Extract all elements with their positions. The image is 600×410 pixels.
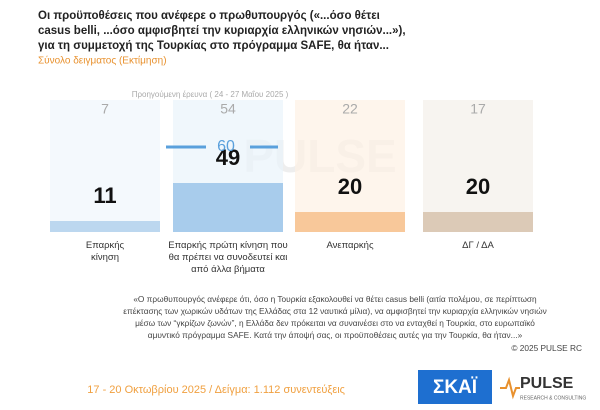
category-label: ΔΓ / ΔΑ bbox=[462, 240, 494, 251]
title-line: για τη συμμετοχή της Τουρκίας στο πρόγρα… bbox=[38, 40, 389, 52]
subtitle: Σύνολο δειγματος (Εκτίμηση) bbox=[38, 55, 167, 67]
note-line: επέκτασης των χωρικών υδάτων της Ελλάδας… bbox=[123, 306, 546, 316]
logo: ΣΚΑΪ bbox=[433, 377, 478, 398]
bar bbox=[50, 221, 160, 232]
value-label: 49 bbox=[216, 145, 240, 170]
bar bbox=[173, 183, 283, 232]
previous-value: 7 bbox=[101, 101, 109, 117]
column-bg bbox=[295, 100, 405, 232]
column-bg bbox=[50, 100, 160, 232]
value-label: 20 bbox=[466, 174, 490, 199]
title-line: casus belli, ...όσο αμφισβητεί την κυρια… bbox=[38, 25, 406, 37]
copyright: © 2025 PULSE RC bbox=[511, 343, 582, 353]
previous-value: 17 bbox=[470, 101, 486, 117]
previous-label: Προηγούμενη έρευνα ( 24 - 27 Μαΐου 2025 … bbox=[132, 90, 289, 99]
logo-box bbox=[418, 370, 492, 404]
category-label: Επαρκής πρώτη κίνηση που θα πρέπει να συ… bbox=[168, 240, 288, 275]
value-label: 11 bbox=[93, 183, 116, 208]
category-label: Επαρκής κίνηση bbox=[85, 240, 125, 263]
marker-label: 60 bbox=[217, 138, 235, 155]
previous-value: 54 bbox=[220, 101, 236, 117]
note-line: «Ο πρωθυπουργός ανέφερε ότι, όσο η Τουρκ… bbox=[133, 294, 537, 304]
bar bbox=[423, 212, 533, 232]
logo-icon bbox=[500, 376, 520, 400]
title-line: Οι προϋποθέσεις που ανέφερε ο πρωθυπουργ… bbox=[38, 10, 380, 22]
note-line: αμυντικό πρόγραμμα SAFE. Κατά την άποψή … bbox=[148, 330, 523, 340]
previous-value: 22 bbox=[342, 101, 358, 117]
logo: PULSE bbox=[520, 375, 574, 392]
column-bg bbox=[423, 100, 533, 232]
logo-sub: RESEARCH & CONSULTING bbox=[520, 395, 586, 401]
bar bbox=[295, 212, 405, 232]
note-line: μέσω των “γκρίζων ζωνών”, η Ελλάδα δεν π… bbox=[135, 318, 535, 328]
category-label: Ανεπαρκής bbox=[326, 240, 374, 251]
value-label: 20 bbox=[338, 174, 362, 199]
footer: 17 - 20 Οκτωβρίου 2025 / Δείγμα: 1.112 σ… bbox=[87, 384, 345, 396]
